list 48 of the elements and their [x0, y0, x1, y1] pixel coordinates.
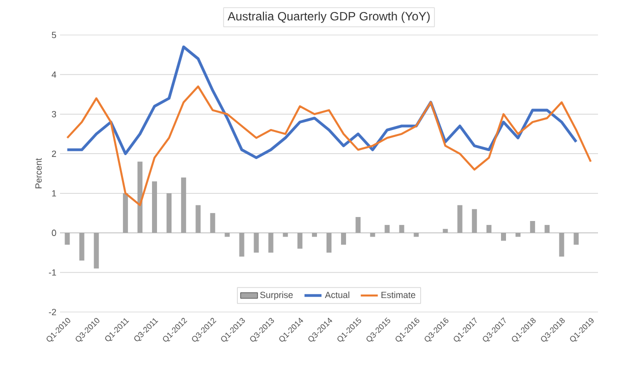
bar [399, 224, 404, 233]
bar [254, 232, 259, 253]
bar [64, 232, 70, 245]
bar [94, 232, 99, 268]
bar [500, 232, 506, 241]
bar [341, 232, 346, 245]
bar [181, 177, 186, 233]
bar [224, 232, 230, 237]
bar [559, 232, 564, 257]
bar [516, 232, 521, 237]
y-tick-label: -1 [48, 269, 56, 276]
bar [152, 181, 158, 233]
legend-label: Estimate [382, 292, 416, 298]
bar [486, 224, 492, 233]
y-axis-title: Percent [35, 158, 42, 188]
bar [442, 228, 448, 233]
bar [137, 162, 142, 233]
bar [472, 209, 477, 233]
bar [384, 224, 390, 233]
legend-label: Surprise [260, 292, 293, 300]
bar [239, 232, 244, 257]
y-tick-label: 2 [52, 150, 56, 157]
y-tick-label: 5 [52, 32, 56, 38]
bar [544, 224, 550, 233]
y-tick-label: 1 [52, 190, 56, 196]
bar [574, 232, 579, 245]
bar [79, 232, 84, 261]
y-tick-label: 0 [52, 230, 56, 236]
bar [414, 232, 419, 237]
y-tick-label: 4 [52, 71, 56, 78]
bar [326, 232, 332, 253]
y-tick-label: 3 [52, 110, 56, 118]
bar [356, 217, 361, 233]
bar [166, 193, 172, 233]
bar [196, 205, 201, 233]
bar [122, 193, 128, 233]
bar [457, 205, 462, 233]
line-series [66, 85, 592, 206]
bar [312, 232, 317, 237]
legend-label: Actual [324, 292, 350, 298]
y-tick-label: -2 [48, 308, 56, 316]
bar [297, 232, 302, 249]
bar [530, 220, 536, 233]
bar [210, 213, 216, 233]
bar [282, 232, 288, 237]
bar [268, 232, 274, 253]
bar [370, 232, 376, 237]
chart-title: Australia Quarterly GDP Growth (YoY) [228, 12, 430, 23]
